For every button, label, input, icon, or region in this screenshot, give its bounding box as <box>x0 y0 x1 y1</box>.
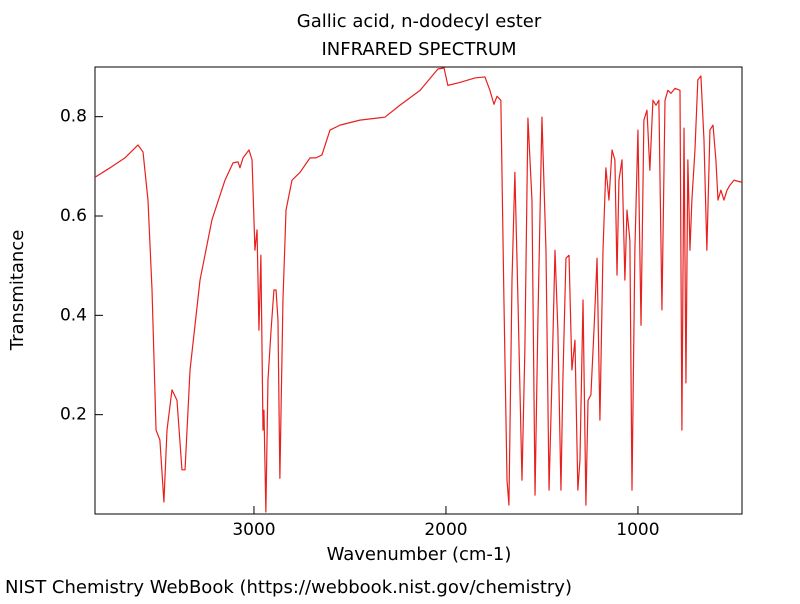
y-tick-label: 0.8 <box>60 107 87 127</box>
y-axis-label: Transmitance <box>7 230 28 352</box>
spectrum-line <box>94 67 743 513</box>
x-axis-label: Wavenumber (cm-1) <box>327 544 512 565</box>
chart-title: Gallic acid, n-dodecyl ester <box>297 11 542 32</box>
chart-subtitle: INFRARED SPECTRUM <box>321 39 516 60</box>
y-tick-label: 0.4 <box>60 305 87 325</box>
y-tick-label: 0.6 <box>60 206 87 226</box>
x-tick-label: 1000 <box>616 520 659 540</box>
footer: NIST Chemistry WebBook (https://webbook.… <box>5 577 572 598</box>
x-tick-label: 3000 <box>232 520 275 540</box>
plot-frame <box>94 66 743 515</box>
x-tick-label: 2000 <box>424 520 467 540</box>
y-tick-label: 0.2 <box>60 405 87 425</box>
